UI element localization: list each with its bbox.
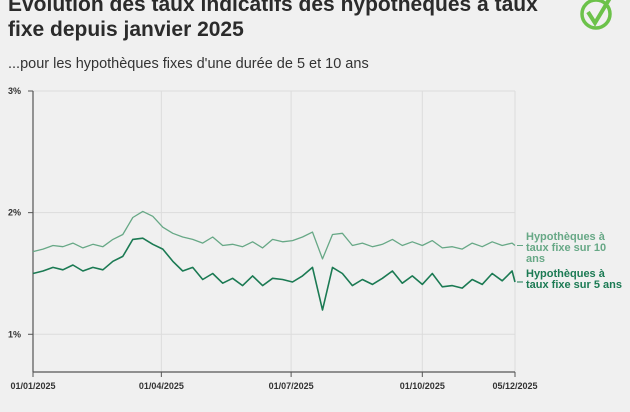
series-line-10y — [32, 210, 516, 260]
x-tick-label: 01/10/2025 — [400, 381, 445, 391]
chart-subtitle: ...pour les hypothèques fixes d'une duré… — [8, 56, 369, 72]
check-circle-icon — [580, 0, 612, 30]
series-label-10y: Hypothèques à taux fixe sur 10 ans — [526, 231, 607, 266]
chart-title: Evolution des taux indicatifs des hypoth… — [8, 0, 538, 41]
x-tick-label: 01/01/2025 — [10, 381, 55, 391]
y-tick-label: 2% — [8, 208, 21, 218]
series-line-5y — [32, 237, 516, 311]
series-label-5y: Hypothèques à taux fixe sur 5 ans — [526, 267, 622, 291]
x-tick-label: 01/04/2025 — [139, 381, 184, 391]
y-tick-label: 3% — [8, 86, 21, 96]
x-tick-label: 05/12/2025 — [492, 381, 537, 391]
y-tick-label: 1% — [8, 329, 21, 339]
x-tick-label: 01/07/2025 — [269, 381, 314, 391]
